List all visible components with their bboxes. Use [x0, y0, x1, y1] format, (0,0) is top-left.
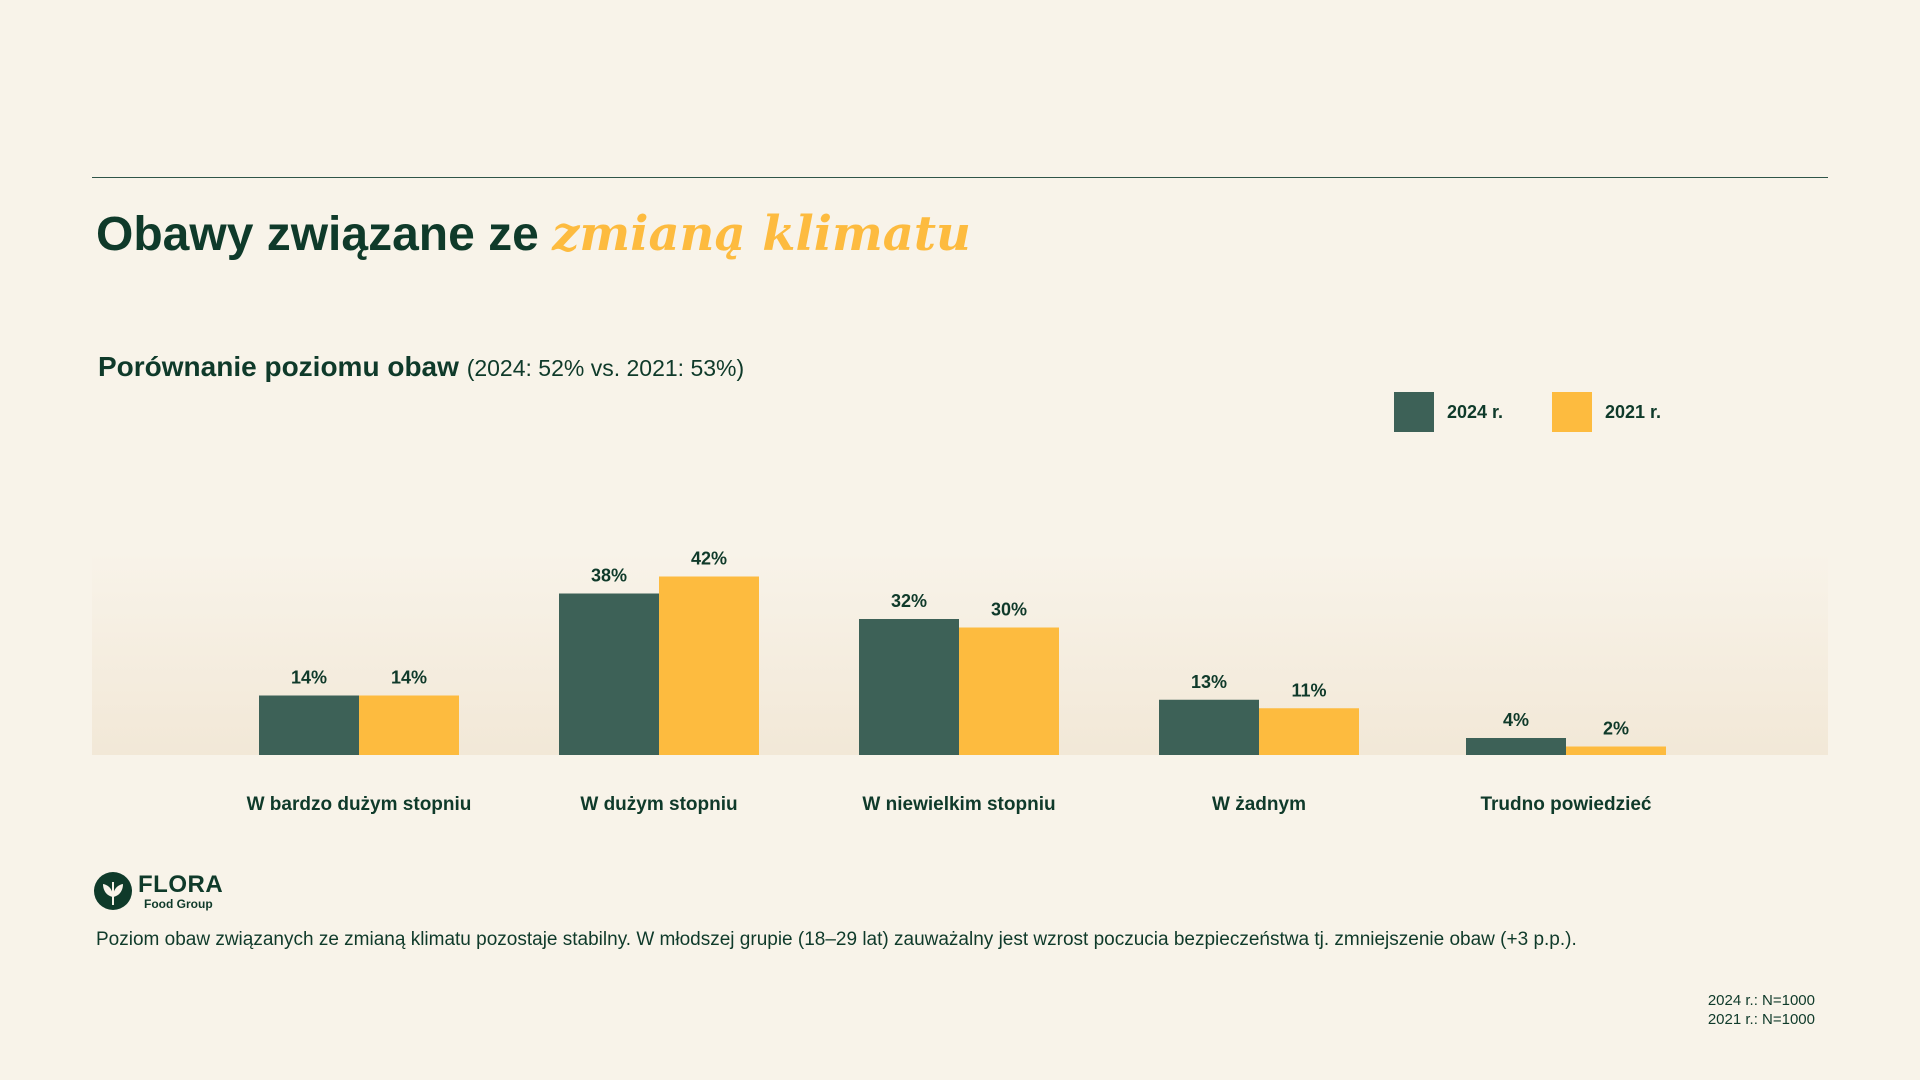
bar-2021-cat-1 [659, 576, 759, 755]
sample-size-2021: 2021 r.: N=1000 [1707, 1011, 1815, 1028]
bar-2021-cat-0 [359, 695, 459, 755]
bar-2021-cat-4 [1566, 746, 1666, 755]
footnote-text: Poziom obaw związanych ze zmianą klimatu… [96, 929, 1577, 950]
bar-2024-cat-0 [259, 695, 359, 755]
bar-2024-cat-4 [1466, 738, 1566, 755]
legend-label-2021: 2021 r. [1605, 401, 1662, 422]
data-label-2024-cat-2: 32% [891, 591, 927, 611]
top-divider [92, 177, 1828, 178]
flora-logo: FLORA Food Group [94, 872, 223, 910]
legend-swatch-2021 [1552, 392, 1592, 432]
chart-subtitle-light: (2024: 52% vs. 2021: 53%) [466, 355, 745, 381]
legend-label-2024: 2024 r. [1447, 401, 1504, 422]
sample-size-2024: 2024 r.: N=1000 [1707, 992, 1815, 1009]
page-title-accent: zmianą klimatu [552, 206, 971, 262]
category-label-4: Trudno powiedzieć [1480, 794, 1651, 815]
sample-size-note: 2024 r.: N=1000 2021 r.: N=1000 [1708, 991, 1815, 1029]
logo-name: FLORA [138, 870, 224, 898]
page-title: Obawy związane ze zmianą klimatu [96, 206, 971, 262]
data-label-2024-cat-3: 13% [1191, 672, 1227, 692]
legend-swatch-2024 [1394, 392, 1434, 432]
data-label-2021-cat-4: 2% [1603, 719, 1629, 739]
bar-2024-cat-1 [559, 593, 659, 755]
data-label-2021-cat-0: 14% [391, 668, 427, 688]
bar-2024-cat-2 [859, 619, 959, 755]
chart-subtitle-strong: Porównanie poziomu obaw [98, 351, 459, 382]
data-label-2021-cat-2: 30% [991, 600, 1027, 620]
category-label-3: W żadnym [1212, 794, 1306, 815]
data-label-2024-cat-1: 38% [591, 566, 627, 586]
bar-2024-cat-3 [1159, 699, 1259, 755]
data-label-2024-cat-0: 14% [291, 668, 327, 688]
legend-item-2021: 2021 r. [1552, 392, 1661, 432]
logo-subtitle: Food Group [144, 896, 213, 911]
page-title-main: Obawy związane ze [96, 208, 539, 261]
data-label-2021-cat-3: 11% [1291, 680, 1326, 700]
bar-2021-cat-2 [959, 627, 1059, 755]
data-label-2024-cat-4: 4% [1503, 710, 1529, 730]
category-label-0: W bardzo dużym stopniu [247, 794, 472, 815]
chart-subtitle: Porównanie poziomu obaw (2024: 52% vs. 2… [98, 351, 744, 383]
bar-2021-cat-3 [1259, 708, 1359, 755]
category-label-2: W niewielkim stopniu [862, 794, 1055, 815]
data-label-2021-cat-1: 42% [691, 549, 727, 569]
legend-item-2024: 2024 r. [1394, 392, 1503, 432]
category-label-1: W dużym stopniu [580, 794, 737, 815]
leaf-icon [94, 872, 132, 910]
